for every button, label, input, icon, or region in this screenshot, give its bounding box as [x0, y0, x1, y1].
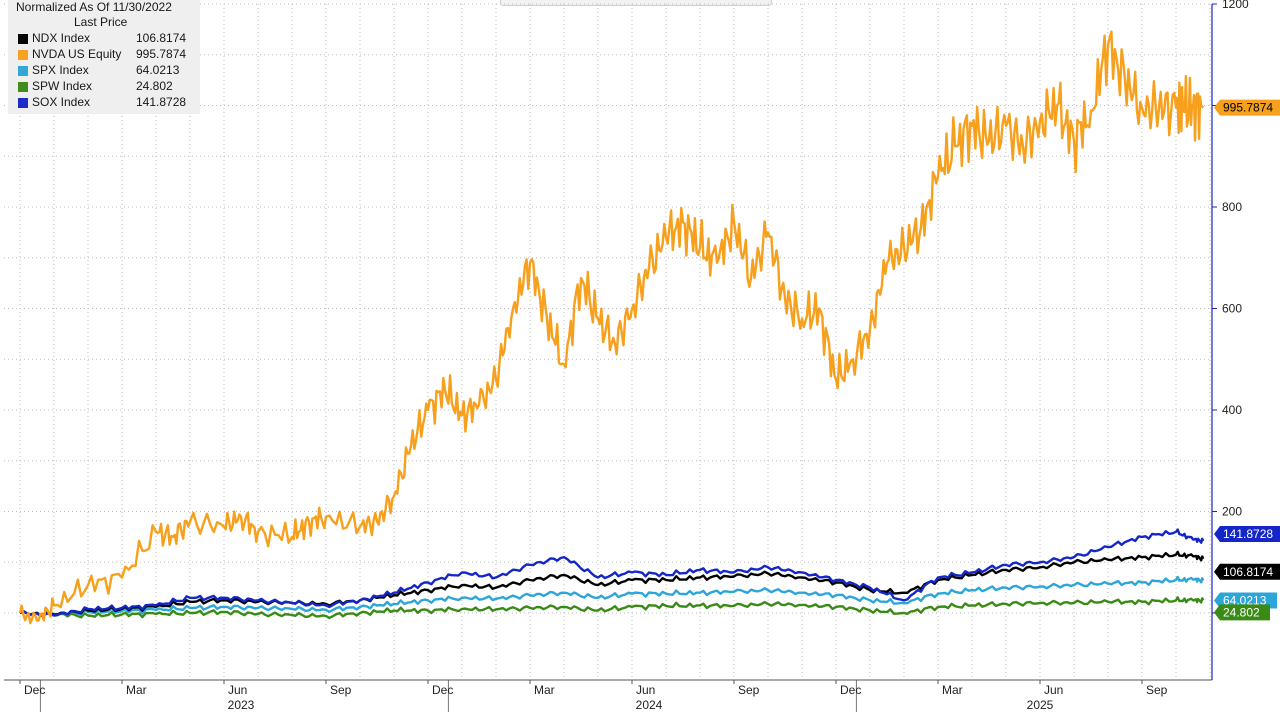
legend-series-value: 141.8728: [136, 95, 187, 109]
last-price-tag: 995.7874: [1214, 99, 1280, 116]
y-tick-label: 400: [1222, 403, 1242, 417]
legend-series-value: 24.802: [136, 79, 173, 93]
legend-series-value: 64.0213: [136, 63, 180, 77]
last-price-tag: 141.8728: [1214, 526, 1280, 543]
legend-series-name: NVDA US Equity: [32, 47, 122, 61]
x-year-label: 2024: [636, 698, 663, 712]
axes: [4, 3, 1217, 712]
series-line-spw-index: [19, 596, 1205, 620]
x-month-label: Jun: [1044, 683, 1063, 697]
x-month-label: Sep: [738, 683, 760, 697]
last-price-tag-text: 106.8174: [1223, 565, 1273, 579]
y-tick-label: 600: [1222, 302, 1242, 316]
chart-legend: Normalized As Of 11/30/2022 Last Price N…: [8, 0, 200, 114]
last-price-tag-text: 24.802: [1223, 605, 1260, 619]
series-line-sox-index: [19, 528, 1205, 618]
x-month-label: Dec: [24, 683, 45, 697]
legend-series-value: 995.7874: [136, 47, 187, 61]
series-lines: [18, 30, 1205, 625]
x-month-label: Jun: [636, 683, 655, 697]
legend-swatch: [18, 98, 28, 108]
y-tick-label: 1200: [1222, 0, 1249, 11]
last-price-tag: 106.8174: [1214, 563, 1280, 580]
legend-last-price-header: Last Price: [74, 15, 128, 29]
legend-series-name: SOX Index: [32, 95, 91, 109]
legend-swatch: [18, 82, 28, 92]
x-month-label: Mar: [942, 683, 963, 697]
legend-row: SOX Index 141.8728: [16, 95, 200, 111]
last-price-tag-text: 141.8728: [1223, 527, 1273, 541]
x-month-label: Sep: [330, 683, 352, 697]
legend-series-value: 106.8174: [136, 31, 187, 45]
x-year-label: 2025: [1027, 698, 1054, 712]
last-price-tag-bg: [1214, 99, 1280, 116]
legend-row: SPW Index 24.802: [16, 79, 200, 95]
x-month-label: Dec: [432, 683, 453, 697]
grid-lines: [4, 3, 1212, 680]
series-line-nvda-us-equity: [18, 30, 1205, 625]
legend-normalized-note: Normalized As Of 11/30/2022: [16, 0, 172, 14]
legend-swatch: [18, 50, 28, 60]
last-price-tag: 24.802: [1214, 604, 1270, 621]
y-tick-label: 200: [1222, 505, 1242, 519]
legend-row: NVDA US Equity 995.7874: [16, 47, 200, 63]
legend-row: NDX Index 106.8174: [16, 31, 200, 47]
x-axis-labels: Dec Mar Jun Sep Dec Mar Jun Sep Dec Mar Jun Sep 2023…: [24, 683, 1168, 712]
legend-swatch: [18, 66, 28, 76]
x-month-label: Dec: [840, 683, 861, 697]
x-month-label: Mar: [126, 683, 147, 697]
last-price-tag-text: 64.0213: [1223, 594, 1267, 608]
x-year-label: 2023: [228, 698, 255, 712]
last-price-tag-bg: [1214, 526, 1280, 543]
legend-series-name: NDX Index: [32, 31, 91, 45]
legend-row: SPX Index 64.0213: [16, 63, 200, 79]
legend-series-name: SPX Index: [32, 63, 89, 77]
legend-series-name: SPW Index: [32, 79, 93, 93]
series-line-ndx-index: [19, 550, 1205, 617]
x-month-label: Mar: [534, 683, 555, 697]
y-tick-label: 800: [1222, 200, 1242, 214]
legend-swatch: [18, 34, 28, 44]
last-price-tag-bg: [1214, 604, 1270, 621]
chart-toolbar-stub: [500, 0, 772, 6]
x-month-label: Sep: [1146, 683, 1168, 697]
last-price-tag-bg: [1214, 563, 1280, 580]
x-month-label: Jun: [228, 683, 247, 697]
last-price-tag-text: 995.7874: [1223, 101, 1273, 115]
series-line-spx-index: [19, 575, 1205, 617]
